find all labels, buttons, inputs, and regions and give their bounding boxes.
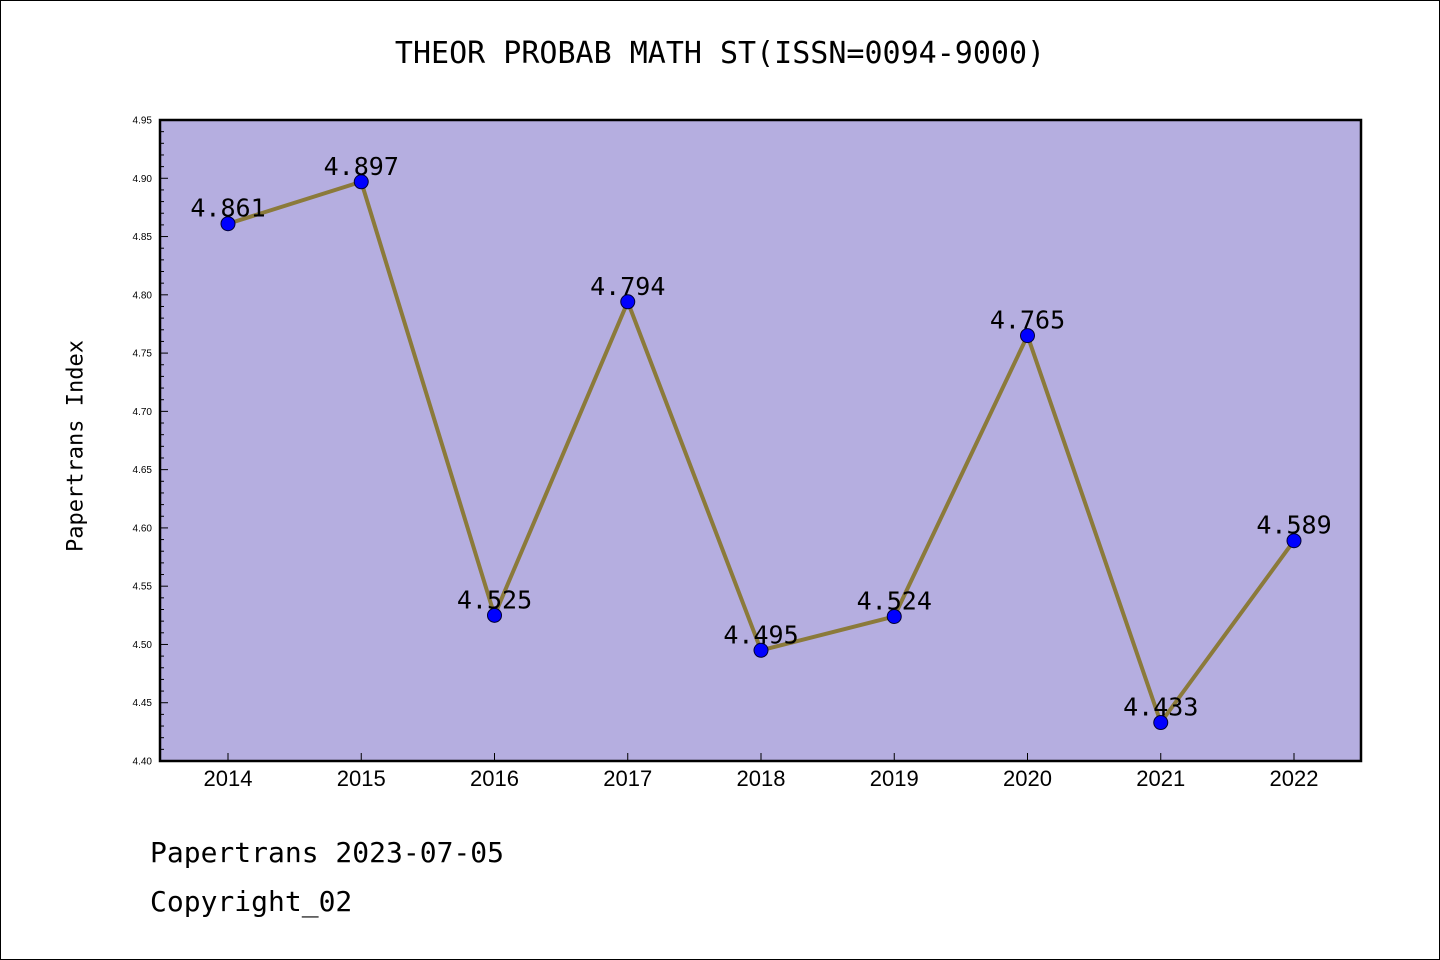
- y-tick-label: 4.60: [133, 523, 153, 534]
- x-axis: 2014 2015 2016 2017 2018 2019 2020 2021 2022: [204, 753, 1319, 791]
- data-labels: 4.861 4.897 4.525 4.794 4.495 4.524 4.765 4.433…: [190, 152, 1331, 722]
- x-tick-label: 2019: [870, 766, 919, 791]
- x-tick-label: 2014: [204, 766, 253, 791]
- data-label: 4.433: [1123, 693, 1198, 722]
- x-tick-label: 2015: [337, 766, 386, 791]
- data-point: [220, 216, 236, 232]
- data-point: [886, 608, 902, 624]
- data-label: 4.861: [190, 194, 265, 223]
- y-tick-label: 4.95: [133, 116, 153, 127]
- y-tick-label: 4.45: [133, 698, 153, 709]
- y-tick-label: 4.50: [133, 640, 153, 651]
- data-point: [1153, 715, 1169, 731]
- data-label: 4.524: [857, 586, 932, 615]
- data-label: 4.897: [324, 152, 399, 181]
- y-tick-label: 4.55: [133, 582, 153, 593]
- y-tick-label: 4.70: [133, 407, 153, 418]
- data-label: 4.495: [723, 620, 798, 649]
- data-label: 4.794: [590, 272, 665, 301]
- x-tick-label: 2021: [1136, 766, 1185, 791]
- data-point: [753, 642, 769, 658]
- y-axis: 4.40 4.45 4.50 4.55 4.60 4.65 4.70 4.75 4.80 4.85…: [133, 116, 168, 768]
- plot-area: [160, 120, 1361, 761]
- data-label: 4.765: [990, 306, 1065, 335]
- data-label: 4.589: [1256, 511, 1331, 540]
- y-tick-label: 4.65: [133, 465, 153, 476]
- y-tick-label: 4.80: [133, 290, 153, 301]
- plot-border: [158, 118, 1363, 763]
- data-point: [487, 607, 502, 623]
- x-tick-label: 2020: [1003, 766, 1052, 791]
- data-point: [1286, 533, 1302, 549]
- data-point: [620, 294, 636, 310]
- data-point: [353, 174, 369, 190]
- x-tick-label: 2018: [737, 766, 786, 791]
- footer-date-line: Papertrans 2023-07-05: [150, 836, 505, 869]
- data-label: 4.525: [457, 585, 532, 614]
- y-tick-label: 4.85: [133, 232, 153, 243]
- chart-title: THEOR PROBAB MATH ST(ISSN=0094-9000): [394, 36, 1046, 71]
- footer-copyright: Copyright_02: [150, 885, 353, 918]
- y-tick-label: 4.90: [133, 174, 153, 185]
- x-tick-label: 2017: [603, 766, 652, 791]
- data-point: [1020, 328, 1035, 344]
- y-tick-label: 4.75: [133, 349, 153, 360]
- data-points: [220, 174, 1302, 731]
- x-tick-label: 2016: [470, 766, 519, 791]
- x-tick-label: 2022: [1270, 766, 1319, 791]
- y-tick-label: 4.40: [133, 757, 153, 768]
